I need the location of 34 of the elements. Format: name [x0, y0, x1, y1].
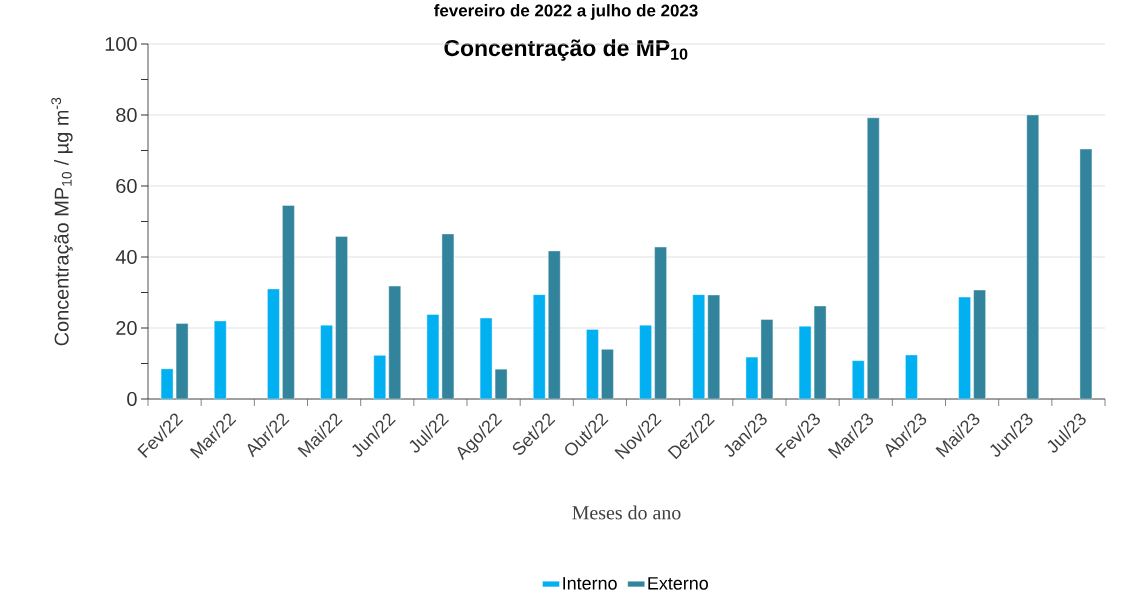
bar: [601, 349, 614, 400]
bar: [852, 360, 865, 400]
y-tick-label: 80: [116, 107, 137, 123]
y-tick-label: 100: [105, 36, 137, 52]
bar: [1079, 148, 1093, 400]
y-tick-label: 60: [116, 178, 137, 194]
bar: [214, 320, 227, 400]
bar: [639, 324, 652, 400]
y-tick-label: 40: [115, 249, 137, 265]
bar: [533, 294, 546, 400]
bar: [586, 329, 599, 400]
bar: [1026, 114, 1039, 400]
bar: [548, 250, 561, 400]
bar: [388, 285, 401, 400]
bar: [320, 324, 333, 400]
bar: [267, 288, 280, 400]
bar: [282, 205, 295, 400]
y-tick-label: 0: [127, 391, 137, 407]
y-tick-label: 20: [116, 320, 137, 336]
chart-title: Concentração de MP$_{10}$: [444, 39, 688, 61]
bar: [973, 289, 986, 400]
bar: [335, 236, 348, 400]
legend-label: Interno: [563, 577, 617, 590]
legend-label: Externo: [648, 577, 708, 590]
x-axis-title: Meses do ano: [572, 505, 681, 520]
bar: [958, 296, 971, 400]
bar: [905, 354, 918, 400]
text: fevereiro de 2022 a julho de 2023: [434, 4, 698, 20]
bar: [373, 355, 386, 400]
bar: [707, 294, 720, 400]
bar: [867, 117, 880, 400]
bar: [692, 294, 705, 400]
bar: [654, 246, 667, 400]
y-axis-title: Concentração MP$_{10}$ / µg m$^{-3}$: [51, 97, 73, 346]
